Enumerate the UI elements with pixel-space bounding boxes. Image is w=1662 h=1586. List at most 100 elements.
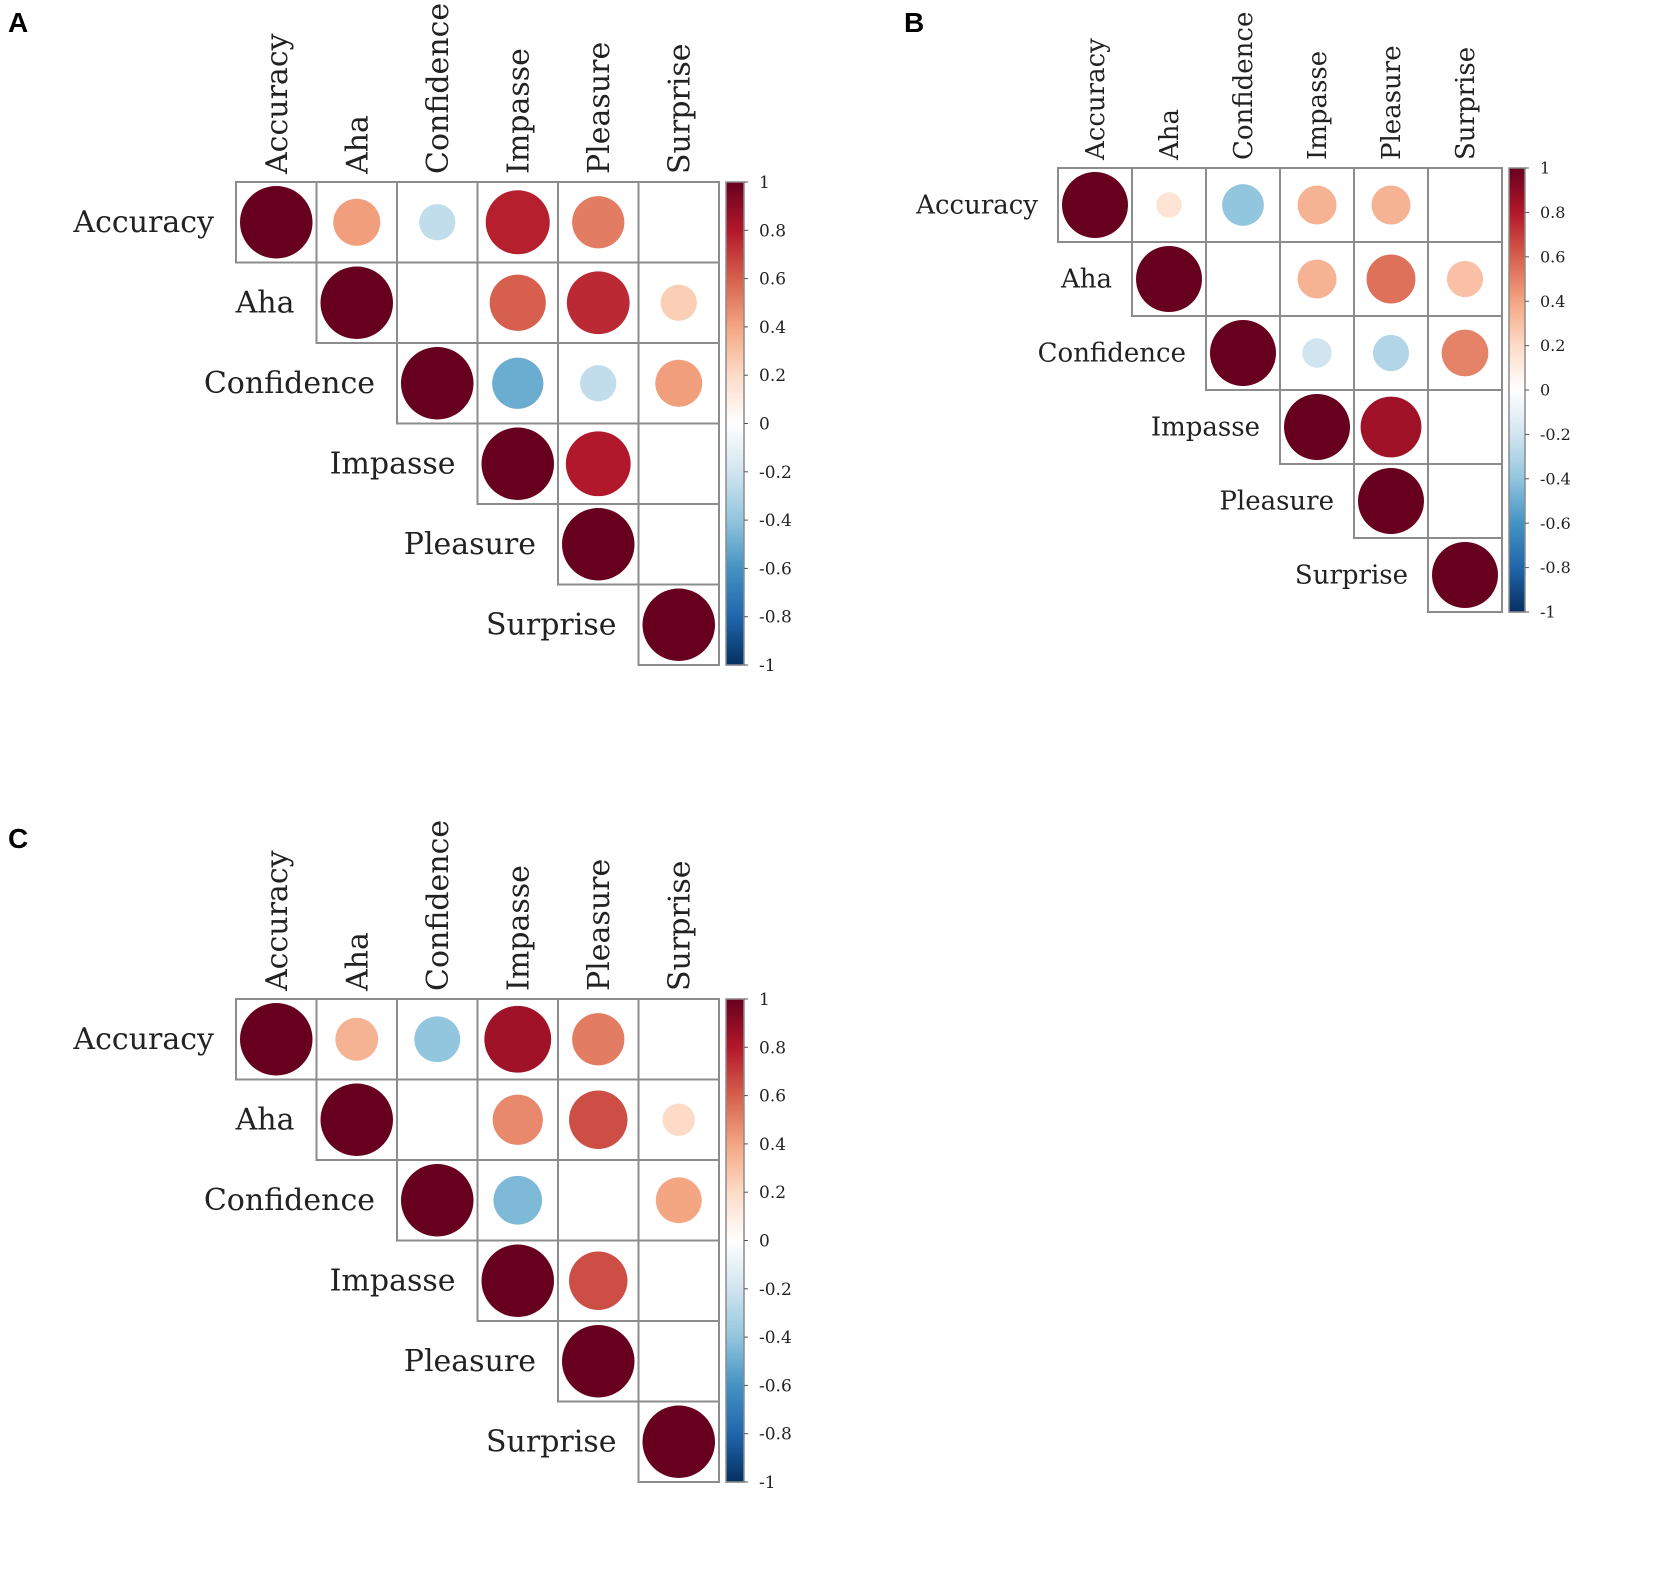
colorbar-segment xyxy=(1509,265,1525,269)
colorbar-segment xyxy=(726,1317,744,1321)
colorbar-segment xyxy=(726,1358,744,1362)
cell-aha-confidence xyxy=(396,1078,479,1161)
colorbar-segment xyxy=(726,1018,744,1022)
colorbar-segment xyxy=(726,1322,744,1326)
corr-circle-confidence-surprise xyxy=(1441,329,1489,377)
colorbar-segment xyxy=(726,409,744,413)
colorbar-segment xyxy=(726,1337,744,1341)
colorbar-segment xyxy=(726,389,744,393)
colorbar-segment xyxy=(1509,596,1525,600)
colorbar-segment xyxy=(1509,449,1525,453)
colorbar-segment xyxy=(726,556,744,560)
colorbar-segment xyxy=(726,1395,744,1399)
colorbar-segment xyxy=(726,1030,744,1034)
colorbar-tick-label: -0.4 xyxy=(1540,469,1571,488)
colorbar-segment xyxy=(1509,334,1525,338)
colorbar-segment xyxy=(726,1165,744,1169)
colorbar-segment xyxy=(1509,438,1525,442)
colorbar-segment xyxy=(1509,358,1525,362)
colorbar-segment xyxy=(726,310,744,314)
corr-circle-pleasure-pleasure xyxy=(562,508,635,581)
colorbar-segment xyxy=(726,300,744,304)
colorbar-segment xyxy=(726,534,744,538)
row-label-accuracy: Accuracy xyxy=(72,1022,214,1057)
colorbar-segment xyxy=(726,288,744,292)
colorbar-segment xyxy=(726,621,744,625)
colorbar-segment xyxy=(726,1283,744,1287)
colorbar-segment xyxy=(1509,518,1525,522)
colorbar-segment xyxy=(726,1390,744,1394)
colorbar-segment xyxy=(726,227,744,231)
col-label-surprise: Surprise xyxy=(662,43,697,174)
colorbar-segment xyxy=(1509,287,1525,291)
corr-circle-accuracy-accuracy xyxy=(1062,172,1128,238)
colorbar-segment xyxy=(726,394,744,398)
colorbar-segment xyxy=(1509,434,1525,438)
colorbar-segment xyxy=(726,1044,744,1048)
colorbar-segment xyxy=(726,1421,744,1425)
colorbar-segment xyxy=(726,242,744,246)
colorbar-segment xyxy=(726,355,744,359)
colorbar-segment xyxy=(726,285,744,289)
colorbar-segment xyxy=(726,1298,744,1302)
colorbar-segment xyxy=(726,493,744,497)
colorbar-segment xyxy=(726,1040,744,1044)
cell-impasse-surprise xyxy=(637,1239,720,1322)
colorbar-segment xyxy=(726,375,744,379)
col-label-aha: Aha xyxy=(1155,109,1185,161)
colorbar-segment xyxy=(726,655,744,659)
colorbar-segment xyxy=(726,1351,744,1355)
colorbar-segment xyxy=(1509,478,1525,482)
colorbar-segment xyxy=(726,546,744,550)
col-label-aha: Aha xyxy=(340,932,375,992)
colorbar-segment xyxy=(726,1136,744,1140)
colorbar-segment xyxy=(726,1088,744,1092)
colorbar-segment xyxy=(1509,321,1525,324)
colorbar-segment xyxy=(1509,429,1525,433)
colorbar-segment xyxy=(726,1226,744,1230)
colorbar-segment xyxy=(726,1310,744,1314)
colorbar-segment xyxy=(726,1158,744,1162)
colorbar-segment xyxy=(726,1189,744,1193)
colorbar-segment xyxy=(726,1146,744,1150)
colorbar-segment xyxy=(1509,312,1525,316)
colorbar-segment xyxy=(726,186,744,190)
colorbar-segment xyxy=(1509,234,1525,238)
row-label-pleasure: Pleasure xyxy=(404,1344,536,1379)
colorbar-segment xyxy=(726,324,744,328)
colorbar-segment xyxy=(726,1059,744,1063)
colorbar-segment xyxy=(726,614,744,618)
colorbar-segment xyxy=(1509,183,1525,187)
corr-circle-aha-aha xyxy=(320,1083,393,1156)
colorbar-segment xyxy=(1509,565,1525,569)
colorbar-segment xyxy=(1509,203,1525,207)
colorbar-segment xyxy=(726,1378,744,1382)
colorbar-segment xyxy=(1509,185,1525,189)
colorbar-segment xyxy=(726,276,744,280)
colorbar-segment xyxy=(1509,383,1525,387)
colorbar-segment xyxy=(726,1465,744,1469)
colorbar-segment xyxy=(726,1184,744,1188)
colorbar-tick-label: 0 xyxy=(759,414,770,434)
colorbar-segment xyxy=(726,532,744,536)
colorbar-segment xyxy=(1509,372,1525,376)
colorbar-segment xyxy=(726,628,744,632)
colorbar-segment xyxy=(726,1180,744,1184)
corr-circle-accuracy-accuracy xyxy=(240,186,313,259)
colorbar-segment xyxy=(726,261,744,265)
colorbar-segment xyxy=(1509,392,1525,396)
colorbar-segment xyxy=(1509,558,1525,562)
colorbar-segment xyxy=(1509,412,1525,416)
colorbar-segment xyxy=(1509,347,1525,351)
colorbar-segment xyxy=(726,396,744,400)
colorbar-segment xyxy=(726,295,744,299)
colorbar-segment xyxy=(726,225,744,229)
colorbar-segment xyxy=(726,1416,744,1420)
colorbar-segment xyxy=(1509,292,1525,296)
colorbar-segment xyxy=(1509,467,1525,471)
colorbar-segment xyxy=(726,281,744,285)
colorbar-segment xyxy=(726,551,744,555)
colorbar-segment xyxy=(1509,454,1525,458)
colorbar-segment xyxy=(1509,494,1525,498)
colorbar-segment xyxy=(726,1035,744,1039)
